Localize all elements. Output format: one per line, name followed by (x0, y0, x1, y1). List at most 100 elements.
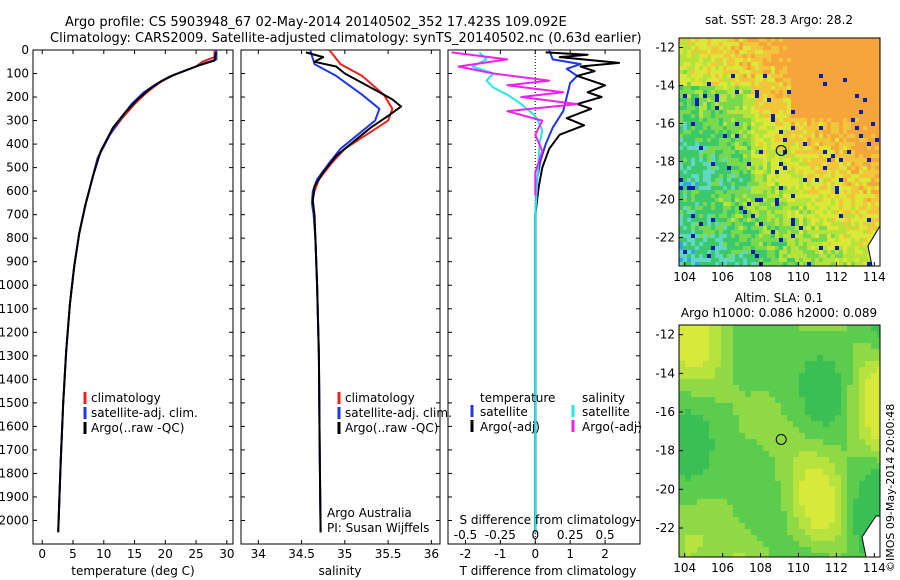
sst-cell (763, 178, 767, 182)
sst-cell (791, 206, 795, 210)
sla-cell (865, 499, 871, 505)
sla-cell (871, 349, 877, 355)
legend-label-t-satellite: satellite (480, 405, 528, 419)
sst-cell (863, 238, 867, 242)
sla-cell (775, 439, 781, 445)
sst-cell (871, 146, 875, 150)
sst-cell (859, 230, 863, 234)
sst-cell (851, 98, 855, 102)
sst-cell (807, 214, 811, 218)
sst-cell (827, 202, 831, 206)
sla-cell (835, 511, 841, 517)
sla-cell (829, 379, 835, 385)
sst-cell (767, 66, 771, 70)
sst-cell (727, 206, 731, 210)
sla-cell (769, 475, 775, 481)
sst-cell (807, 130, 811, 134)
sla-cell (847, 433, 853, 439)
sla-cell (757, 493, 763, 499)
sst-cell (867, 118, 871, 122)
sla-cell (847, 535, 853, 541)
sst-cell (827, 62, 831, 66)
sla-cell (757, 481, 763, 487)
sst-cell (767, 154, 771, 158)
y-tick-label: 0 (21, 43, 29, 57)
sst-cell (831, 62, 835, 66)
sst-cell (799, 78, 803, 82)
sst-cell (739, 178, 743, 182)
sla-cell (709, 475, 715, 481)
sst-cell (847, 90, 851, 94)
sst-cell (699, 66, 703, 70)
sst-cell (695, 202, 699, 206)
sst-cell (859, 166, 863, 170)
sla-cell (679, 343, 685, 349)
sst-cell (839, 98, 843, 102)
sla-cell (763, 463, 769, 469)
sla-cell (715, 397, 721, 403)
sst-cell (843, 74, 847, 78)
sst-cell (871, 70, 875, 74)
sla-cell (823, 379, 829, 385)
sst-cell (847, 258, 851, 262)
sla-cell (877, 343, 880, 349)
sst-cell (875, 70, 879, 74)
sst-cell (839, 82, 843, 86)
sst-cell (823, 250, 827, 254)
sst-cell (867, 102, 871, 106)
sst-cell (719, 122, 723, 126)
sst-cell (751, 138, 755, 142)
sla-cell (679, 355, 685, 361)
sst-cell (863, 58, 867, 62)
sla-cell (685, 325, 691, 331)
sst-cell (803, 242, 807, 246)
sst-cell (823, 190, 827, 194)
sla-cell (811, 349, 817, 355)
x-tick-label: 34.5 (288, 547, 315, 561)
sst-cell (875, 74, 879, 78)
sst-cell (683, 178, 687, 182)
sla-cell (793, 457, 799, 463)
sst-cell (695, 58, 699, 62)
sst-cell (851, 102, 855, 106)
sla-cell (853, 361, 859, 367)
sla-cell (829, 517, 835, 523)
sla-cell (793, 451, 799, 457)
sst-cell (787, 158, 791, 162)
sst-cell (723, 250, 727, 254)
sst-cell (767, 230, 771, 234)
sla-cell (721, 457, 727, 463)
sst-cell (679, 234, 683, 238)
sst-cell (783, 190, 787, 194)
sst-cell (783, 102, 787, 106)
sst-cell (827, 86, 831, 90)
sst-cell (699, 250, 703, 254)
sst-cell (839, 106, 843, 110)
sst-cell (807, 102, 811, 106)
sst-cell (787, 50, 791, 54)
sst-cell (807, 258, 811, 262)
sst-cell (771, 122, 775, 126)
sst-cell (811, 150, 815, 154)
sst-cell (795, 182, 799, 186)
sst-cell (811, 130, 815, 134)
sla-cell (691, 481, 697, 487)
sst-cell (811, 222, 815, 226)
sla-cell (751, 511, 757, 517)
sst-cell (703, 226, 707, 230)
sst-cell (707, 54, 711, 58)
sst-cell (735, 50, 739, 54)
sst-cell (747, 126, 751, 130)
sla-cell (775, 529, 781, 535)
sst-cell (687, 242, 691, 246)
sla-cell (823, 373, 829, 379)
sla-cell (811, 457, 817, 463)
sst-cell (799, 66, 803, 70)
sst-cell (735, 118, 739, 122)
sla-cell (787, 397, 793, 403)
sst-cell (843, 154, 847, 158)
sla-cell (853, 445, 859, 451)
sst-cell (835, 238, 839, 242)
sst-cell (815, 122, 819, 126)
sla-cell (715, 475, 721, 481)
